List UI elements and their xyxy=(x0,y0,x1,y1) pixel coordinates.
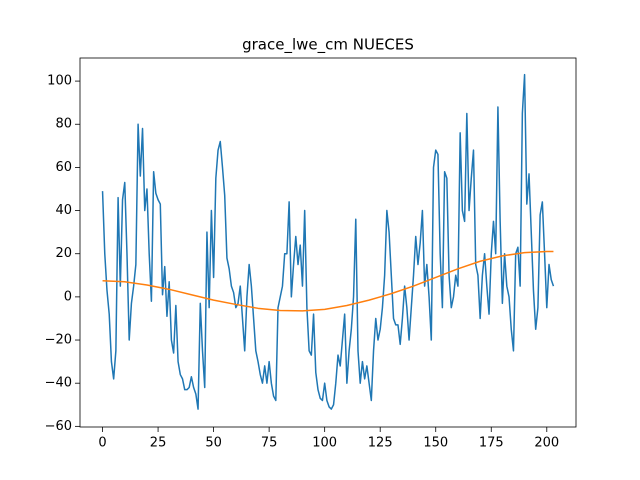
line-series xyxy=(101,73,555,410)
y-tick-label: −20 xyxy=(45,333,72,348)
y-tick-label: 100 xyxy=(47,74,72,89)
x-tick-label: 150 xyxy=(423,436,448,451)
y-tick-label: −60 xyxy=(45,419,72,434)
y-tick-label: 20 xyxy=(55,246,72,261)
x-tick-label: 100 xyxy=(312,436,337,451)
line-series xyxy=(102,250,554,312)
y-tick-label: 80 xyxy=(55,117,72,132)
y-tick-label: −40 xyxy=(45,376,72,391)
y-tick-label: 40 xyxy=(55,203,72,218)
chart-title: grace_lwe_cm NUECES xyxy=(242,36,414,55)
x-tick-label: 200 xyxy=(534,436,559,451)
x-tick-label: 0 xyxy=(98,436,106,451)
y-tick-label: 0 xyxy=(64,289,72,304)
y-tick-label: 60 xyxy=(55,160,72,175)
x-tick-label: 75 xyxy=(261,436,278,451)
x-tick-label: 25 xyxy=(150,436,167,451)
x-tick-label: 50 xyxy=(205,436,222,451)
x-tick-label: 175 xyxy=(479,436,504,451)
x-tick-label: 125 xyxy=(368,436,393,451)
plot-frame xyxy=(79,57,577,428)
